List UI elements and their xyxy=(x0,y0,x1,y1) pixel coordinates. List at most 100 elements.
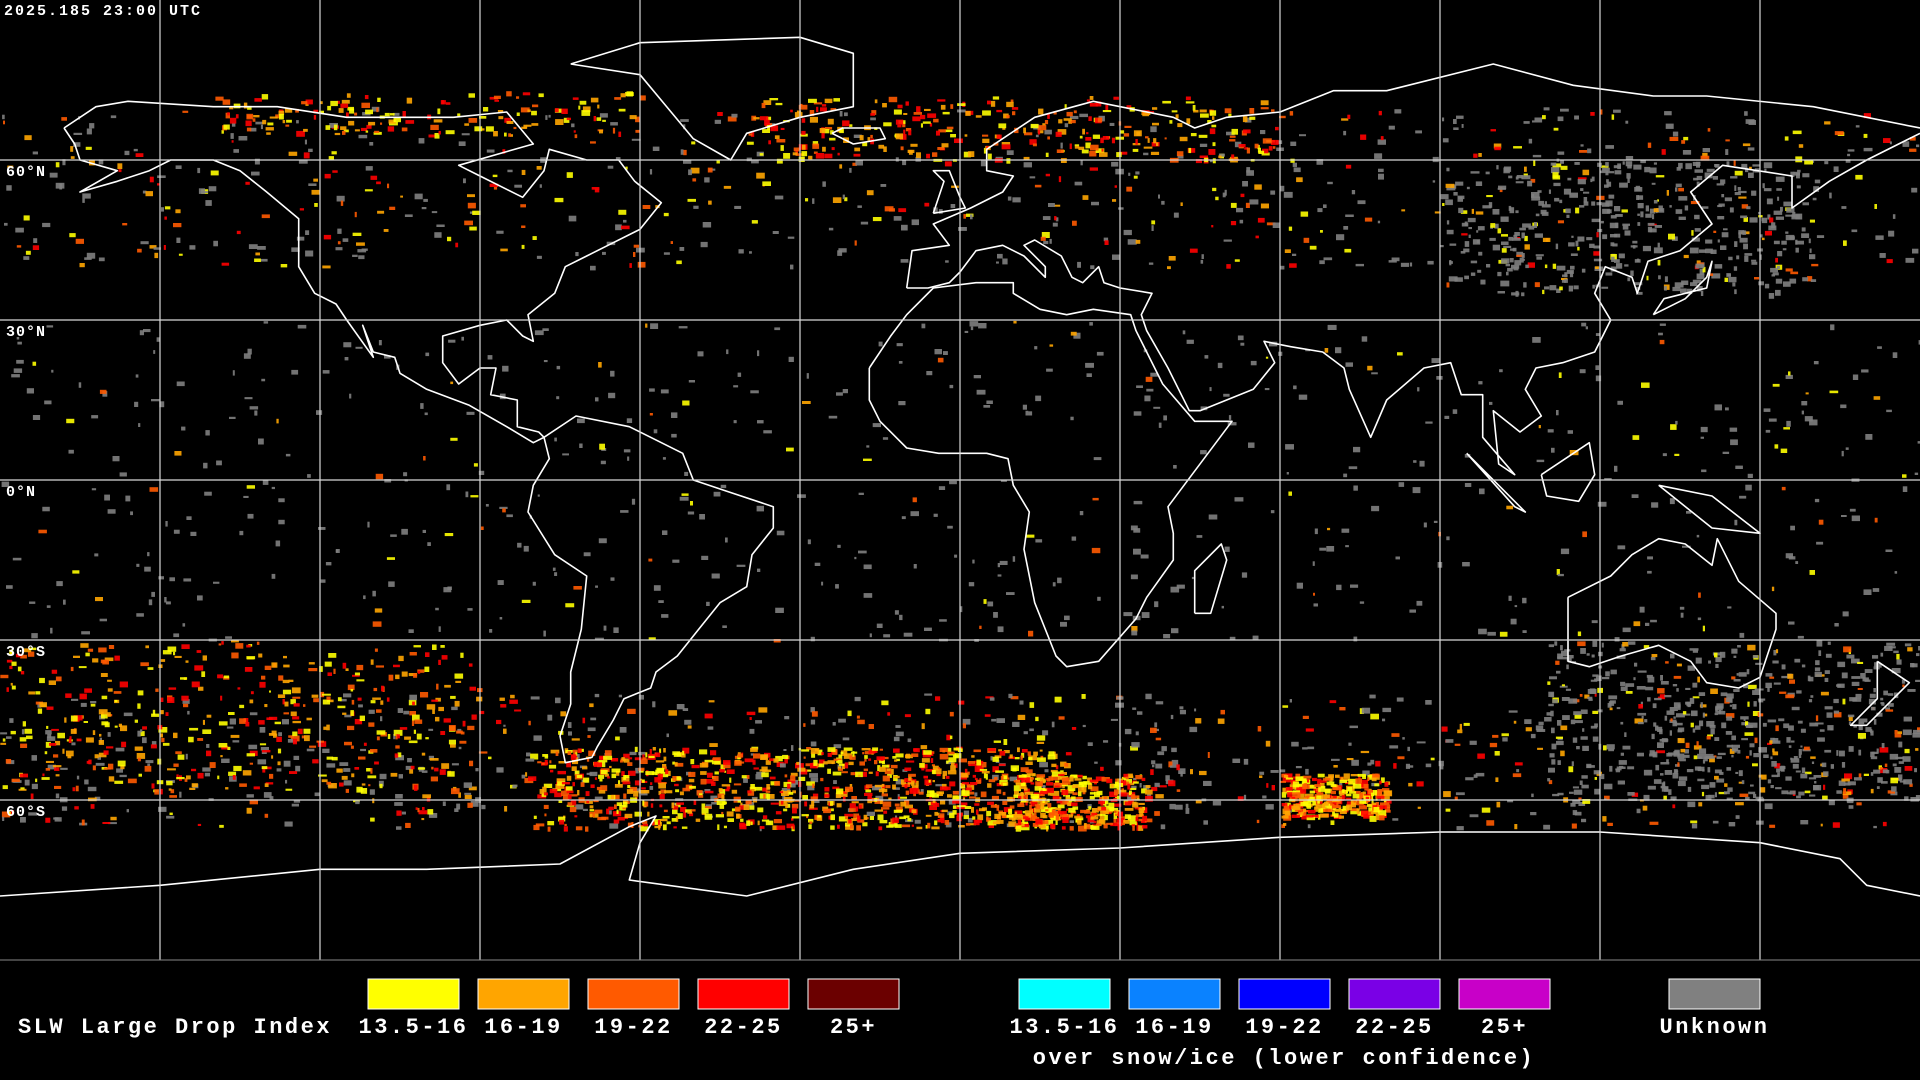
cloud-speck xyxy=(86,128,92,135)
cloud-speck xyxy=(952,805,958,809)
cloud-speck xyxy=(1750,784,1754,787)
cloud-speck xyxy=(1810,695,1814,698)
cloud-speck xyxy=(1858,721,1865,725)
cloud-speck xyxy=(53,754,59,758)
cloud-speck xyxy=(598,362,602,368)
cloud-speck xyxy=(1535,213,1540,217)
cloud-speck xyxy=(526,752,531,757)
cloud-speck xyxy=(861,748,871,751)
cloud-speck xyxy=(554,197,564,203)
cloud-speck xyxy=(1446,187,1456,191)
cloud-speck xyxy=(1478,628,1487,635)
cloud-speck xyxy=(1279,185,1285,192)
cloud-speck xyxy=(1081,694,1086,699)
cloud-speck xyxy=(671,818,677,822)
cloud-speck xyxy=(1029,804,1032,811)
cloud-speck xyxy=(990,804,1000,808)
cloud-speck xyxy=(202,729,212,734)
cloud-speck xyxy=(958,825,965,828)
cloud-speck xyxy=(1634,718,1644,724)
cloud-speck xyxy=(370,700,376,704)
cloud-speck xyxy=(1644,719,1648,723)
cloud-speck xyxy=(1060,761,1067,767)
cloud-speck xyxy=(796,761,800,765)
cloud-speck xyxy=(817,749,823,756)
cloud-speck xyxy=(1272,222,1280,228)
cloud-speck xyxy=(1027,813,1031,817)
cloud-speck xyxy=(575,804,584,810)
cloud-speck xyxy=(1566,657,1572,662)
cloud-speck xyxy=(1748,684,1757,690)
cloud-speck xyxy=(1068,802,1078,806)
cloud-speck xyxy=(1531,192,1540,198)
cloud-speck xyxy=(1007,796,1013,802)
cloud-speck xyxy=(1622,745,1631,750)
cloud-speck xyxy=(1346,797,1352,801)
cloud-speck xyxy=(1074,181,1083,186)
cloud-speck xyxy=(528,720,531,726)
cloud-speck xyxy=(881,807,890,810)
cloud-speck xyxy=(649,749,652,754)
cloud-speck xyxy=(611,794,620,800)
cloud-speck xyxy=(1018,774,1027,778)
cloud-speck xyxy=(1417,387,1420,392)
cloud-speck xyxy=(1365,796,1370,799)
cloud-speck xyxy=(1135,775,1143,780)
cloud-speck xyxy=(1176,584,1185,589)
cloud-speck xyxy=(135,153,144,157)
cloud-speck xyxy=(1700,426,1708,433)
cloud-speck xyxy=(1697,617,1702,621)
cloud-speck xyxy=(1254,184,1262,190)
cloud-speck xyxy=(983,599,987,604)
cloud-speck xyxy=(1471,208,1474,214)
cloud-speck xyxy=(1783,281,1791,287)
cloud-speck xyxy=(1595,333,1600,336)
cloud-speck xyxy=(726,786,731,790)
cloud-speck xyxy=(301,735,306,739)
cloud-speck xyxy=(282,679,290,684)
cloud-speck xyxy=(1085,362,1094,368)
cloud-speck xyxy=(1375,773,1378,776)
cloud-speck xyxy=(107,509,116,514)
cloud-speck xyxy=(110,816,117,821)
cloud-speck xyxy=(1384,806,1390,812)
cloud-speck xyxy=(122,223,128,226)
cloud-speck xyxy=(1070,416,1074,421)
cloud-speck xyxy=(910,789,913,793)
cloud-speck xyxy=(181,644,190,649)
cloud-speck xyxy=(306,748,315,752)
cloud-speck xyxy=(727,116,737,122)
cloud-speck xyxy=(1113,797,1117,801)
cloud-speck xyxy=(435,607,439,611)
cloud-speck xyxy=(331,151,337,155)
cloud-speck xyxy=(1280,769,1286,773)
cloud-speck xyxy=(210,170,219,176)
cloud-speck xyxy=(264,813,269,818)
cloud-speck xyxy=(1030,800,1035,807)
cloud-speck xyxy=(998,763,1006,766)
cloud-speck xyxy=(1743,243,1748,250)
cloud-speck xyxy=(866,811,875,816)
cloud-speck xyxy=(191,681,200,688)
cloud-speck xyxy=(1647,570,1652,574)
cloud-speck xyxy=(1351,759,1359,766)
cloud-speck xyxy=(1516,254,1524,257)
cloud-speck xyxy=(1863,773,1869,776)
cloud-speck xyxy=(1314,528,1318,535)
cloud-speck xyxy=(376,709,382,713)
cloud-speck xyxy=(1289,699,1292,703)
cloud-speck xyxy=(1046,782,1054,786)
cloud-speck xyxy=(1742,143,1751,147)
cloud-speck xyxy=(1135,731,1139,736)
cloud-speck xyxy=(1884,763,1888,767)
cloud-speck xyxy=(1051,763,1057,768)
cloud-speck xyxy=(1649,167,1657,174)
cloud-speck xyxy=(613,819,620,824)
cloud-speck xyxy=(176,774,179,780)
cloud-speck xyxy=(1650,657,1656,661)
cloud-speck xyxy=(107,732,111,737)
cloud-speck xyxy=(1726,744,1733,748)
cloud-speck xyxy=(23,215,30,221)
cloud-speck xyxy=(1607,703,1612,708)
cloud-speck xyxy=(1814,781,1817,784)
